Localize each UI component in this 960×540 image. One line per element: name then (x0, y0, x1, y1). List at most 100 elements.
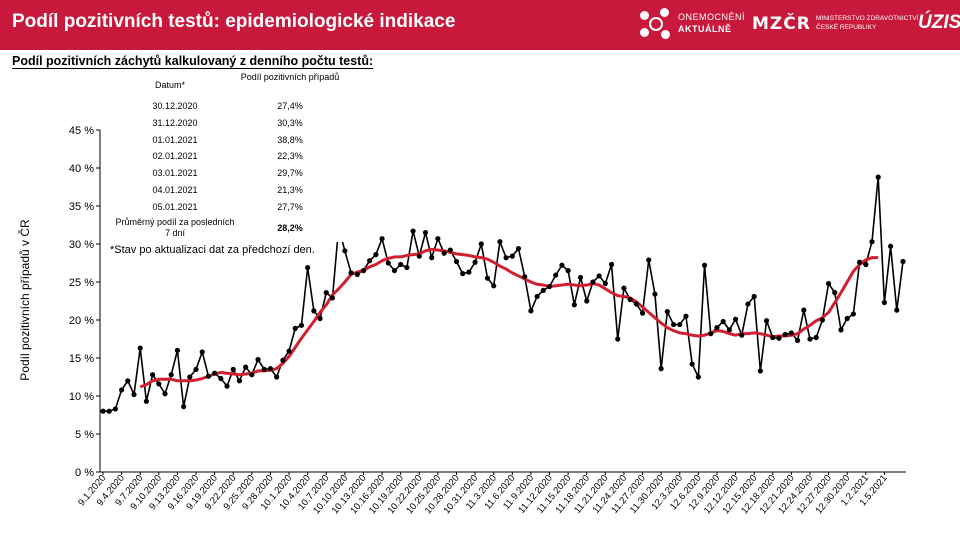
data-point (739, 332, 745, 338)
data-point (503, 255, 509, 261)
data-point (701, 262, 708, 268)
data-point (602, 280, 608, 287)
row-date: 30.12.2020 (152, 101, 198, 111)
data-point (509, 253, 515, 259)
summary-table: Datum* Podíl pozitivních případů 30.12.2… (115, 72, 365, 242)
table-row: 02.01.2021 22,3% (115, 148, 365, 165)
table-row: 31.12.2020 30,3% (115, 115, 365, 132)
data-point (708, 331, 714, 337)
data-point (596, 273, 602, 279)
data-point (317, 315, 323, 322)
data-point (608, 261, 615, 268)
data-point (174, 347, 181, 353)
data-point (652, 291, 658, 297)
virus-dots-icon (640, 8, 672, 40)
header-bar: Podíl pozitivních testů: epidemiologické… (0, 0, 960, 50)
data-point (150, 372, 156, 378)
table-row: 01.01.2021 38,8% (115, 132, 365, 149)
y-tick-label: 25 % (69, 277, 94, 289)
data-point (181, 404, 187, 410)
data-point (435, 236, 441, 242)
data-point (255, 356, 261, 363)
table-row: 05.01.2021 27,7% (115, 199, 365, 216)
data-point (813, 334, 819, 341)
summary-table-average-row: Průměrný podíl za posledních 7 dní 28,2% (115, 216, 365, 242)
data-point (416, 253, 422, 259)
data-point (801, 307, 807, 313)
data-point (218, 375, 224, 382)
data-point (491, 283, 497, 289)
data-point (360, 268, 367, 274)
data-point (670, 321, 677, 328)
row-date: 02.01.2021 (152, 151, 198, 162)
data-point (838, 327, 844, 333)
data-point (292, 325, 298, 331)
ministry-mark: MZČR (752, 14, 811, 34)
uzis-logo: ÚZIS (918, 6, 960, 42)
data-point (677, 321, 683, 328)
data-point (584, 298, 590, 304)
row-date: 04.01.2021 (152, 184, 198, 195)
row-share: 22,3% (277, 151, 303, 162)
data-point (261, 366, 267, 372)
data-point (125, 378, 131, 384)
y-tick-label: 40 % (69, 163, 94, 175)
data-point (354, 271, 360, 277)
data-point (819, 317, 825, 323)
data-point (367, 258, 373, 264)
data-point (689, 361, 695, 367)
data-point (422, 230, 429, 236)
data-point (794, 337, 801, 344)
data-point (323, 290, 329, 296)
data-point (373, 252, 379, 258)
data-point (863, 261, 869, 268)
data-point (267, 366, 274, 372)
data-point (590, 279, 596, 285)
data-point (534, 293, 540, 300)
data-point (515, 245, 522, 252)
data-point (497, 239, 503, 245)
table-row: 04.01.2021 21,3% (115, 182, 365, 199)
data-point (398, 261, 404, 268)
data-point (385, 260, 391, 266)
row-share: 21,3% (277, 184, 303, 195)
chart-title: Podíl pozitivních záchytů kalkulovaný z … (12, 54, 374, 69)
footnote: *Stav po aktualizaci dat za předchozí de… (110, 244, 315, 256)
ministry-line1: MINISTERSTVO ZDRAVOTNICTVÍ (816, 15, 919, 22)
data-point (131, 391, 137, 398)
row-share: 30,3% (277, 117, 303, 128)
data-point (646, 257, 652, 263)
average-label: Průměrný podíl za posledních 7 dní (115, 216, 235, 238)
y-tick-label: 35 % (69, 201, 94, 213)
data-point (720, 318, 726, 325)
column-date-header: Datum* (154, 80, 185, 90)
row-date: 31.12.2020 (152, 117, 198, 128)
data-point (757, 368, 763, 374)
data-point (658, 366, 664, 372)
summary-table-body: 30.12.2020 27,4% 31.12.2020 30,3% 01.01.2021… (115, 98, 365, 216)
y-tick-label: 20 % (69, 315, 94, 327)
data-point (695, 374, 701, 380)
table-row: 30.12.2020 27,4% (115, 98, 365, 115)
data-point (540, 287, 546, 293)
data-point (546, 283, 553, 290)
data-point (453, 258, 460, 265)
data-point (869, 239, 875, 245)
data-point (571, 302, 577, 308)
data-point (441, 250, 447, 256)
y-tick-label: 45 % (69, 125, 94, 137)
average-value: 28,2% (277, 222, 303, 233)
data-point (763, 318, 770, 324)
data-point (621, 285, 627, 291)
data-point (881, 299, 887, 306)
row-share: 27,4% (277, 101, 303, 111)
data-point (472, 259, 478, 265)
data-point (429, 255, 435, 261)
row-share: 29,7% (277, 168, 303, 179)
data-point (639, 310, 646, 316)
data-point (137, 345, 143, 351)
data-point (274, 374, 280, 380)
y-tick-label: 0 % (75, 467, 94, 479)
ministry-logo: MZČR MINISTERSTVO ZDRAVOTNICTVÍ ČESKÉ RE… (752, 6, 918, 42)
row-date: 05.01.2021 (152, 201, 198, 212)
